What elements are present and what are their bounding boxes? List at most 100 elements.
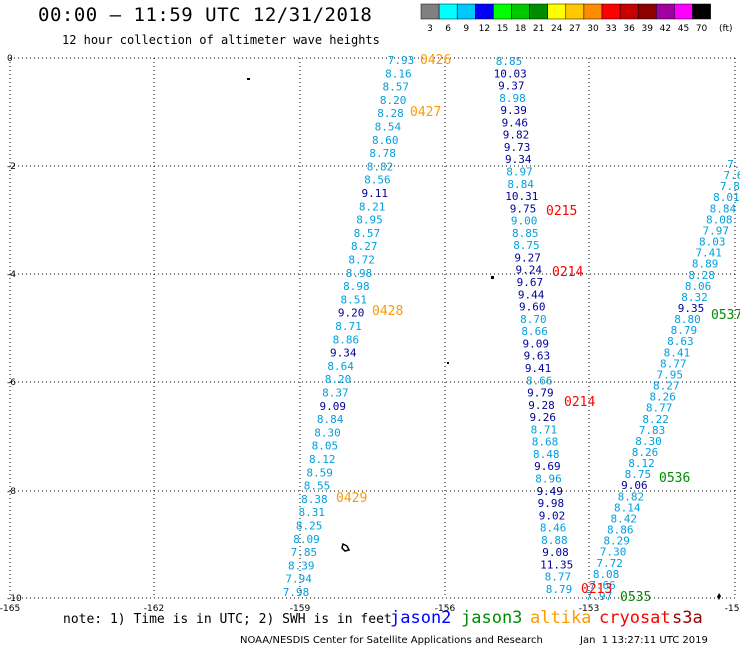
swh-value: 8.88 [541, 534, 568, 547]
legend-swatch [656, 3, 675, 20]
swh-value: 8.20 [325, 373, 352, 386]
swh-value: 8.96 [535, 472, 562, 485]
legend-bin-label: 42 [660, 24, 671, 34]
legend-swatch [438, 3, 458, 20]
island-shape [341, 542, 351, 552]
swh-value: 7.6 [724, 169, 740, 182]
legend-swatch [601, 3, 621, 20]
swh-value: 9.98 [538, 497, 565, 510]
swh-value: 9.75 [510, 202, 537, 215]
swh-value: 8.06 [685, 280, 712, 293]
swh-value: 9.09 [522, 337, 549, 350]
swh-value: 9.67 [517, 276, 544, 289]
x-tick-label: -153 [579, 604, 599, 614]
swh-value: 8.84 [317, 413, 344, 426]
legend-bin-label: 36 [623, 24, 635, 34]
swh-value: 8.98 [346, 267, 373, 280]
pass-label: 0429 [336, 491, 367, 506]
land-specks [247, 78, 721, 600]
swh-value: 8.09 [293, 533, 320, 546]
swh-value: 8.42 [611, 512, 638, 525]
swh-value: 8.08 [706, 213, 733, 226]
swh-value: 9.28 [528, 399, 555, 412]
pass-label: 0214 [552, 265, 583, 280]
swh-value: 9.02 [539, 509, 566, 522]
swh-value: 9.09 [320, 400, 347, 413]
y-tick-label: 0 [7, 54, 13, 64]
swh-value: 7.72 [596, 557, 623, 570]
swh-value: 8.22 [642, 413, 669, 426]
swh-value: 7.97 [586, 590, 613, 603]
swh-value: 8.05 [312, 440, 339, 453]
swh-value: 9.79 [527, 387, 554, 400]
swh-value: 8.56 [364, 174, 391, 187]
swh-value: 7.97 [703, 224, 730, 237]
swh-value: 8.59 [306, 466, 333, 479]
swh-value: 7.41 [695, 247, 722, 260]
x-tick-label: -162 [144, 604, 164, 614]
legend-bin-label: 27 [569, 24, 580, 34]
swh-value: 9.60 [519, 301, 546, 314]
legend-bin-label: 12 [479, 24, 490, 34]
pass-label: 0426 [420, 53, 451, 68]
swh-value: 8.20 [380, 94, 407, 107]
swh-value: 8.70 [520, 313, 547, 326]
swh-value: 7.66 [589, 579, 616, 592]
swh-value: 8.80 [674, 313, 701, 326]
swh-value: 8.25 [296, 520, 323, 533]
swh-value: 8.66 [526, 374, 553, 387]
swh-value: 7.8 [727, 158, 740, 171]
swh-value: 8.14 [614, 501, 641, 514]
swh-value: 8.51 [341, 293, 368, 306]
swh-value: 8.60 [372, 134, 399, 147]
pass-label: 0215 [546, 204, 577, 219]
swh-value: 8.79 [546, 583, 573, 596]
legend-swatch [637, 3, 657, 20]
legend-swatch [692, 3, 711, 20]
swh-value: 8.97 [506, 166, 533, 179]
map-subtitle: 12 hour collection of altimeter wave hei… [62, 33, 380, 47]
swh-value: 8.82 [367, 160, 394, 173]
pass-label: 0427 [410, 105, 441, 120]
swh-value: 8.63 [667, 335, 694, 348]
island-shape [717, 593, 721, 600]
pass-label: 0535 [620, 590, 651, 605]
swh-value: 8.08 [593, 568, 620, 581]
swh-value: 8.78 [369, 147, 396, 160]
legend-swatch [583, 3, 603, 20]
y-tick-label: -10 [7, 594, 22, 604]
speck [491, 276, 494, 279]
swh-value: 10.31 [505, 190, 538, 203]
swh-value: 9.44 [518, 288, 545, 301]
swh-value: 9.34 [505, 153, 532, 166]
legend-bin-label: 18 [515, 24, 527, 34]
footer-note: note: 1) Time is in UTC; 2) SWH is in fe… [63, 612, 392, 627]
swh-value: 9.00 [511, 215, 538, 228]
x-tick-label: -150 [725, 604, 740, 614]
legend-swatch [674, 3, 693, 20]
swh-value: 8.57 [354, 227, 381, 240]
swh-value: 8.39 [288, 559, 315, 572]
y-tick-label: -8 [7, 487, 16, 497]
swh-value: 7.95 [657, 368, 684, 381]
swh-value: 8.16 [385, 67, 412, 80]
swh-value: 8.03 [699, 236, 726, 249]
swh-value: 9.73 [504, 141, 531, 154]
swh-value: 8.26 [632, 446, 659, 459]
swh-value: 8.01 [713, 191, 740, 204]
swh-value: 9.69 [534, 460, 561, 473]
legend-swatch [475, 3, 494, 20]
swh-value: 8.82 [618, 490, 645, 503]
swh-value: 9.24 [516, 264, 543, 277]
swh-value: 8.37 [322, 387, 349, 400]
legend-bin-label: 3 [427, 24, 433, 34]
x-tick-label: -165 [0, 604, 20, 614]
swh-value: 8.84 [507, 178, 534, 191]
pass-label: 0214 [564, 395, 595, 410]
legend-s3a: s3a [672, 608, 703, 628]
legend-bin-label: 45 [678, 24, 689, 34]
swh-value: 8.57 [383, 81, 410, 94]
swh-value: 8.71 [531, 423, 558, 436]
swh-value: 8.77 [545, 571, 572, 584]
credit-line: NOAA/NESDIS Center for Satellite Applica… [240, 635, 543, 646]
